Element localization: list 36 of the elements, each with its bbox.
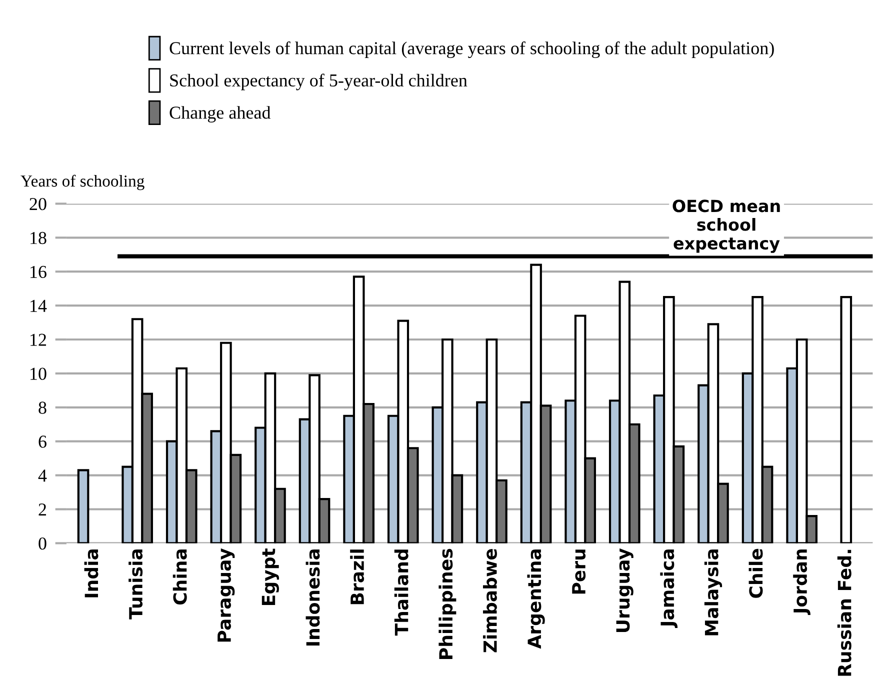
bar [77, 469, 90, 544]
x-tick-label: Indonesia [306, 549, 320, 646]
x-tick-label: Egypt [262, 548, 279, 605]
x-tick-label: Chile [748, 548, 763, 598]
x-tick-label: Jordan [793, 549, 810, 616]
x-tick-label: Jamaica [660, 549, 678, 628]
y-tick-label: 18 [30, 232, 46, 244]
y-tick-label: 0 [38, 537, 46, 550]
y-tick-label: 14 [30, 300, 47, 312]
y-axis-title: Years of schooling [20, 174, 144, 190]
legend-label: School expectancy of 5-year-old children [170, 74, 468, 90]
x-tick-label: Paraguay [218, 548, 235, 642]
y-tick-label: 12 [30, 334, 46, 346]
legend-label: Change ahead [170, 106, 271, 122]
y-tick-label: 2 [38, 504, 46, 516]
y-tick-label: 10 [30, 368, 46, 380]
ref-line-label: OECD mean school expectancy [672, 200, 780, 253]
y-tick-label: 6 [38, 436, 46, 448]
y-tick-label: 20 [30, 198, 46, 210]
legend-label: Current levels of human capital (average years of schooling of the adult population) [170, 41, 774, 58]
bar [840, 296, 852, 544]
x-tick-label: India [84, 549, 98, 598]
y-tick-label: 4 [38, 470, 47, 482]
y-tick-label: 16 [30, 266, 46, 278]
y-tick-label: 8 [38, 402, 46, 414]
x-tick-label: Russian Fed. [837, 550, 852, 676]
x-tick-label: Thailand [394, 550, 408, 636]
x-tick-label: Brazil [350, 550, 364, 604]
x-tick-label: Uruguay [616, 548, 634, 632]
x-tick-label: Zimbabwe [482, 548, 497, 652]
x-tick-label: Tunisia [128, 549, 143, 620]
x-tick-label: Argentina [527, 549, 545, 649]
x-tick-label: Peru [572, 550, 586, 594]
x-tick-label: China [172, 549, 187, 604]
x-tick-label: Philippines [438, 548, 456, 659]
x-tick-label: Malaysia [704, 549, 722, 636]
